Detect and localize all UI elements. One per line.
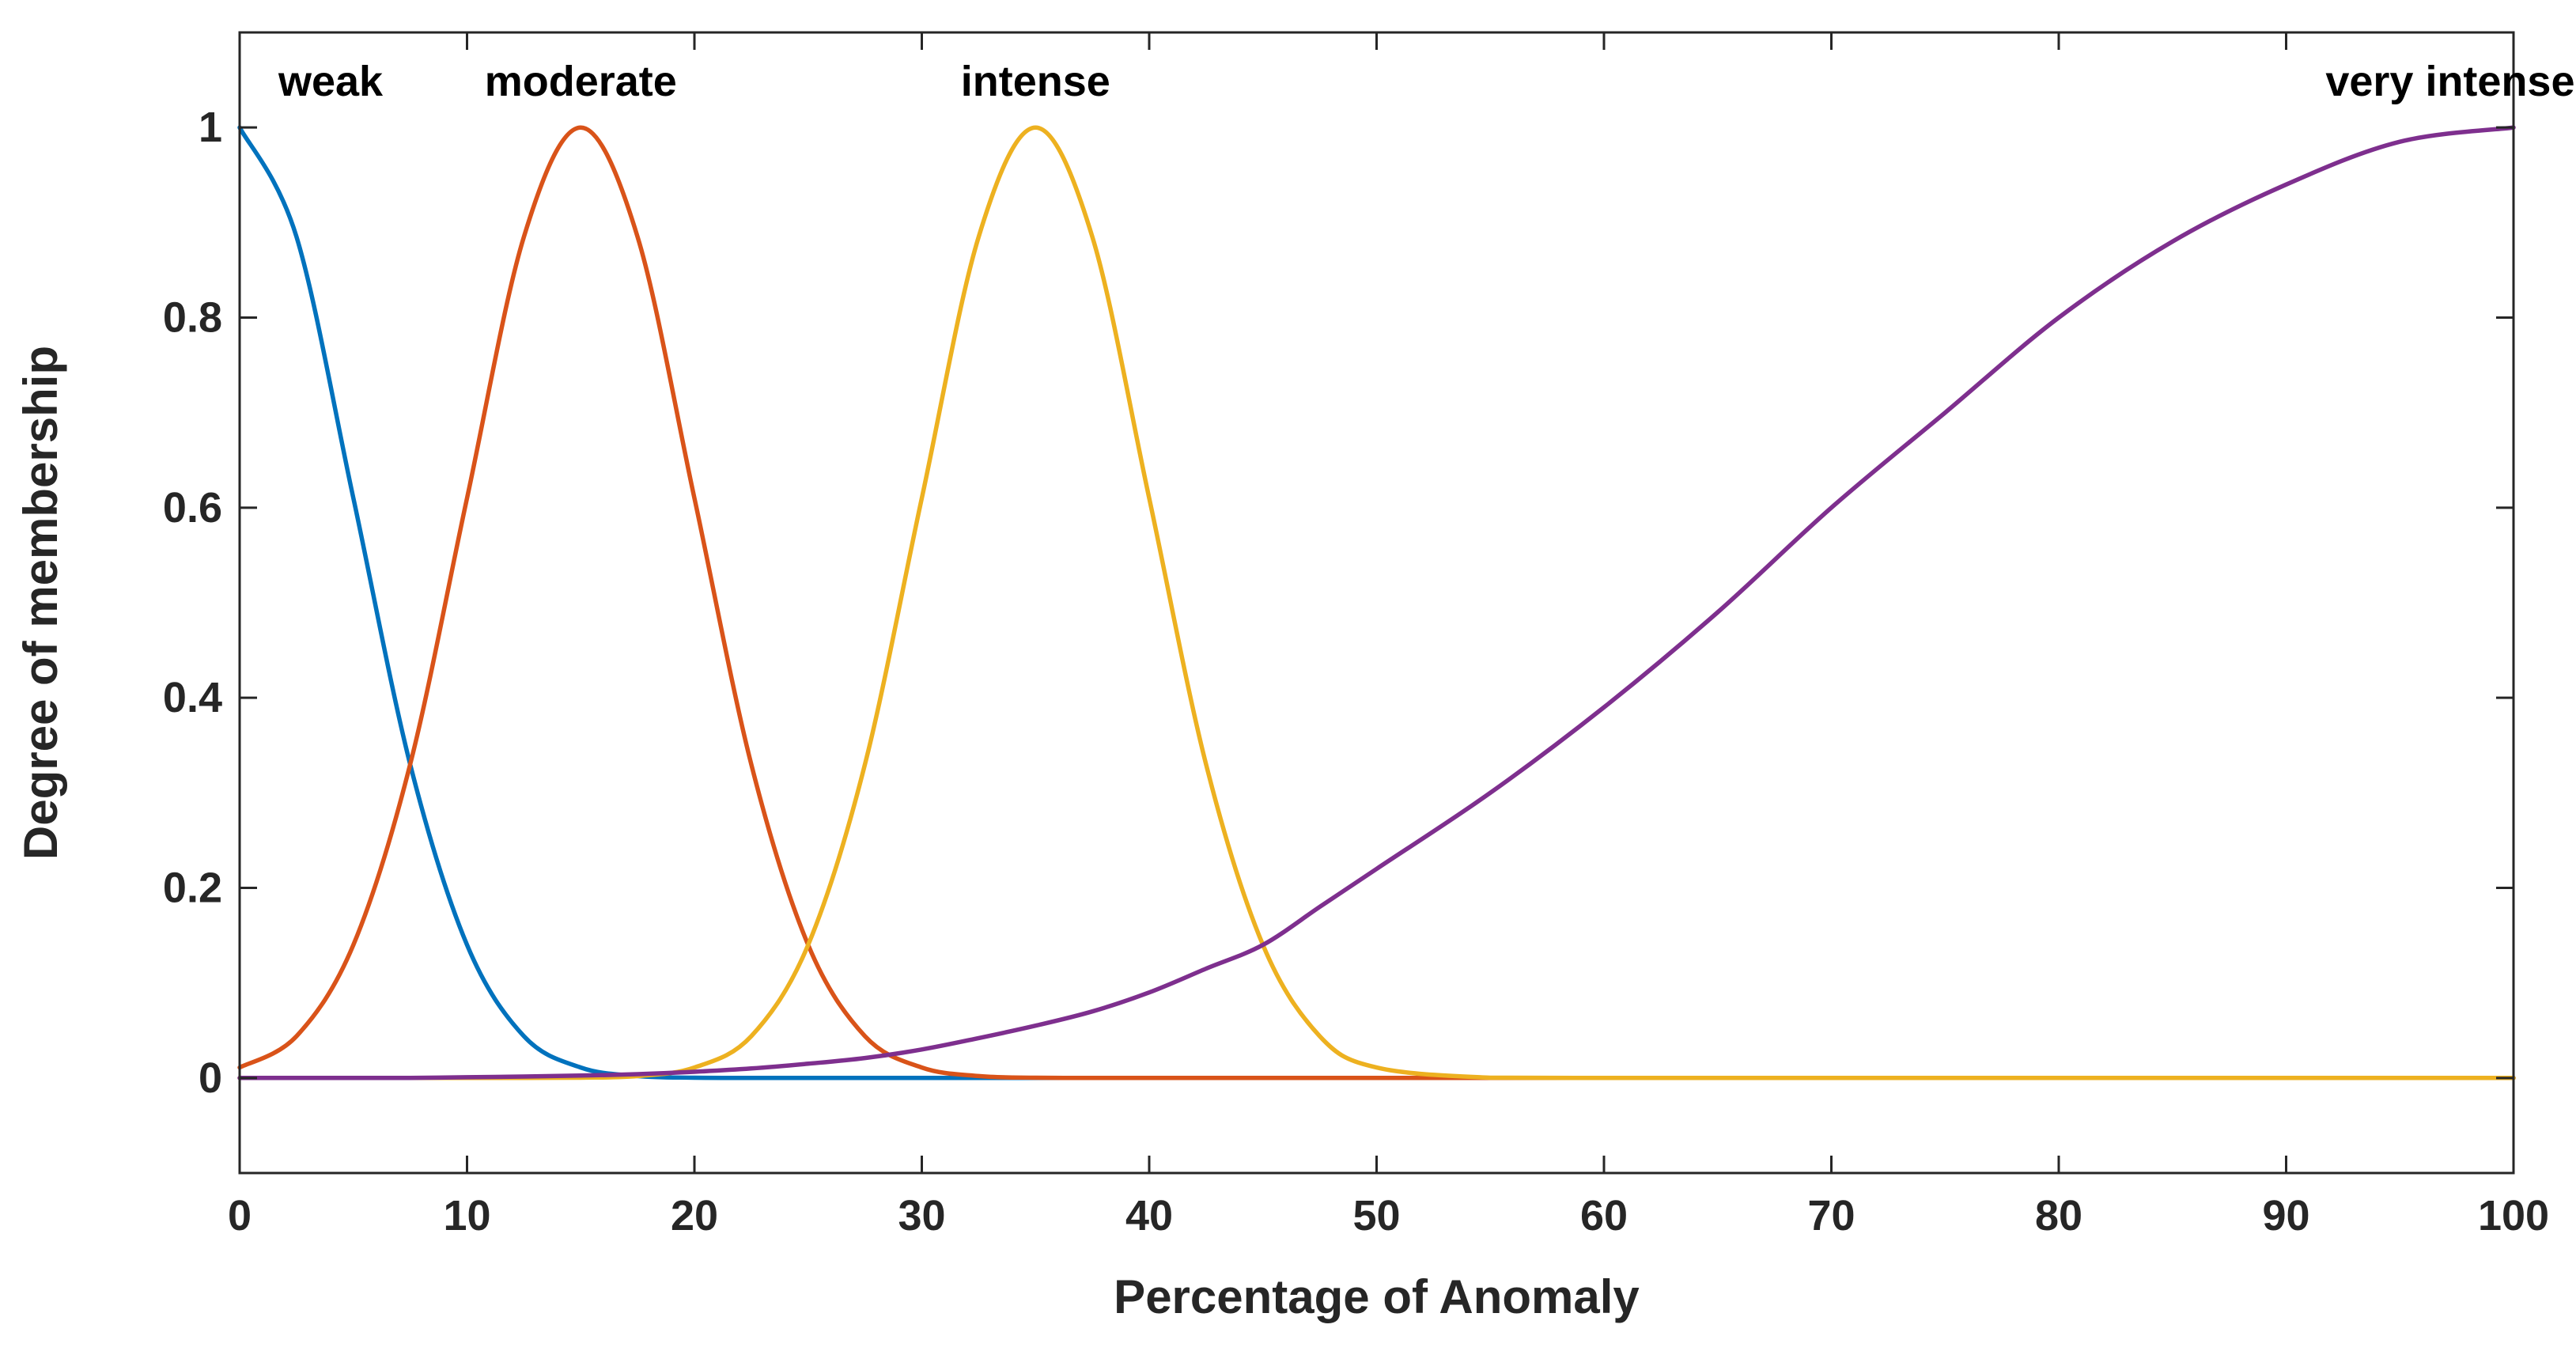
series-line-very-intense <box>237 125 2516 1080</box>
x-tick-label: 50 <box>1352 1192 1400 1239</box>
x-tick-label: 30 <box>898 1192 945 1239</box>
series-annotations: weak moderate intense very intense <box>278 58 2575 105</box>
annotation-moderate: moderate <box>485 58 677 105</box>
x-tick-label: 100 <box>2478 1192 2549 1239</box>
y-axis-ticks: 0 0.2 0.4 0.6 0.8 1 <box>163 104 2514 1102</box>
annotation-very-intense: very intense <box>2325 58 2574 105</box>
x-tick-label: 60 <box>1580 1192 1628 1239</box>
x-tick-label: 0 <box>228 1192 252 1239</box>
y-tick-label: 0.4 <box>163 674 222 721</box>
x-tick-label: 80 <box>2035 1192 2082 1239</box>
plot-curves <box>237 125 2516 1080</box>
x-tick-label: 70 <box>1807 1192 1855 1239</box>
x-tick-label: 20 <box>671 1192 718 1239</box>
series-line-moderate <box>237 125 2516 1080</box>
plot-frame <box>238 31 2515 1175</box>
y-tick-label: 0.2 <box>163 865 222 912</box>
x-axis-ticks: 0 10 20 30 40 50 60 70 80 90 100 <box>228 32 2549 1239</box>
x-axis-title: Percentage of Anomaly <box>1114 1270 1640 1323</box>
y-tick-label: 1 <box>199 104 222 151</box>
y-tick-label: 0 <box>199 1054 222 1102</box>
x-tick-label: 10 <box>443 1192 490 1239</box>
x-tick-label: 40 <box>1125 1192 1173 1239</box>
series-line-intense <box>237 125 2516 1080</box>
series-line-weak <box>237 125 2516 1080</box>
x-tick-label: 90 <box>2262 1192 2309 1239</box>
y-tick-label: 0.8 <box>163 294 222 342</box>
annotation-weak: weak <box>278 58 384 105</box>
y-tick-label: 0.6 <box>163 484 222 532</box>
y-axis-title: Degree of membership <box>14 346 67 860</box>
annotation-intense: intense <box>961 58 1110 105</box>
